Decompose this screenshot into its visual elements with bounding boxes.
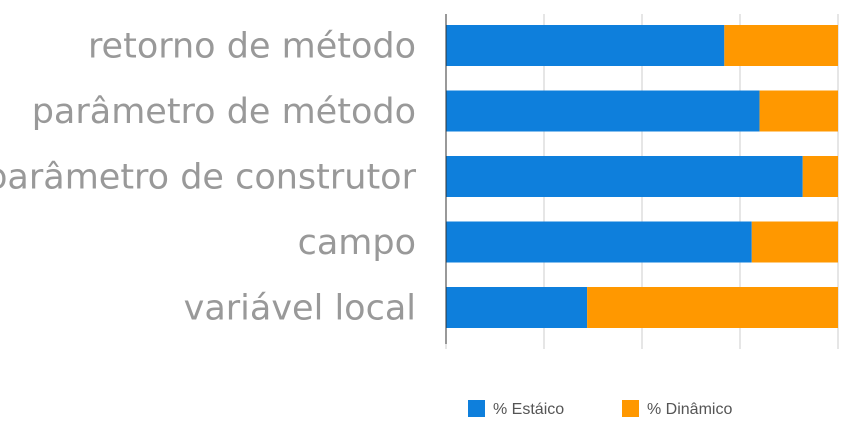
- category-label: campo: [298, 223, 416, 263]
- legend-swatch: [622, 400, 639, 417]
- category-label: parâmetro de construtor: [0, 158, 417, 198]
- bar-segment-estatico: [446, 156, 803, 197]
- category-labels: retorno de método parâmetro de método parâ…: [0, 27, 417, 329]
- bar-segment-dinamico: [587, 287, 838, 328]
- legend-label: % Estáico: [493, 401, 564, 418]
- bar-segment-dinamico: [759, 90, 838, 132]
- bar-segment-estatico: [446, 25, 725, 66]
- bar-segment-estatico: [446, 221, 752, 263]
- legend: % Estáico % Dinâmico: [468, 400, 732, 418]
- category-label: variável local: [184, 289, 416, 329]
- category-label: parâmetro de método: [32, 92, 416, 132]
- bar-segment-dinamico: [802, 156, 838, 197]
- bars: [446, 25, 838, 328]
- bar-segment-dinamico: [751, 221, 838, 263]
- legend-label: % Dinâmico: [647, 401, 732, 418]
- bar-segment-dinamico: [724, 25, 838, 66]
- category-label: retorno de método: [88, 27, 416, 67]
- bar-segment-estatico: [446, 287, 588, 328]
- legend-swatch: [468, 400, 485, 417]
- bar-segment-estatico: [446, 90, 760, 132]
